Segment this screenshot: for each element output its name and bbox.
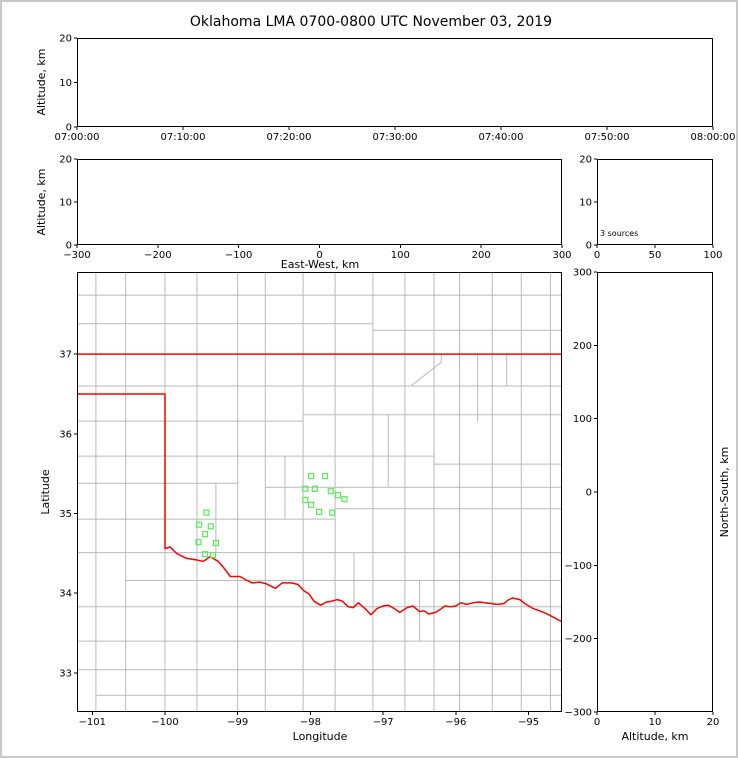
panel-frame [597, 272, 713, 712]
panel-frame [597, 159, 713, 245]
lma-station-marker [308, 473, 315, 480]
y-tick-label: −300 [565, 708, 592, 719]
y-tick-label: 200 [573, 341, 592, 352]
x-tick-label: −300 [63, 250, 90, 261]
x-tick-label: −101 [79, 717, 106, 728]
source-count-annotation: 3 sources [600, 229, 639, 238]
x-tick-label: 07:00:00 [55, 132, 100, 143]
time-panel-y-axis-label: Altitude, km [35, 48, 48, 116]
x-tick-label: 0 [594, 717, 600, 728]
lma-station-marker [209, 551, 217, 559]
lma-station-marker [195, 539, 202, 546]
y-tick-label: −100 [565, 561, 592, 572]
y-tick-label: 20 [579, 155, 592, 166]
panel-frame [77, 38, 713, 127]
y-tick-label: 0 [586, 241, 592, 252]
lma-station-marker [334, 492, 342, 499]
x-tick-label: −99 [227, 717, 248, 728]
lma-station-marker [341, 496, 348, 503]
lma-station-marker [196, 521, 203, 528]
y-tick-label: 0 [66, 241, 72, 252]
x-tick-label: 100 [391, 250, 410, 261]
ns-panel-y-axis-label: North-South, km [718, 446, 731, 538]
plot-title: Oklahoma LMA 0700-0800 UTC November 03, … [189, 14, 553, 30]
x-tick-label: 200 [472, 250, 491, 261]
x-tick-label: 07:30:00 [373, 132, 418, 143]
lma-station-marker [201, 531, 209, 538]
y-tick-label: 35 [59, 509, 72, 520]
lma-station-marker [308, 501, 315, 508]
x-tick-label: 300 [552, 250, 571, 261]
y-tick-label: 20 [59, 155, 72, 166]
x-tick-label: −98 [300, 717, 321, 728]
lma-station-marker [321, 473, 329, 480]
lma-station-marker [302, 485, 309, 492]
y-tick-label: 300 [573, 268, 592, 279]
ew-panel-y-axis-label: Altitude, km [35, 168, 48, 236]
y-tick-label: 36 [59, 429, 72, 440]
map-layer [77, 272, 562, 712]
y-tick-label: 0 [66, 123, 72, 134]
lma-station-marker [212, 539, 219, 547]
panel-frame [77, 159, 562, 245]
y-tick-label: 20 [59, 34, 72, 45]
x-tick-label: −100 [225, 250, 252, 261]
x-tick-label: 07:10:00 [161, 132, 206, 143]
ew-panel-x-axis-label: East-West, km [280, 258, 360, 271]
panel-frame [77, 272, 562, 712]
county-border-line [410, 354, 442, 387]
x-tick-label: −96 [445, 717, 466, 728]
x-tick-label: −100 [151, 717, 178, 728]
lma-station-marker [201, 551, 209, 558]
x-tick-label: −95 [518, 717, 539, 728]
state-border-line [77, 393, 562, 623]
y-tick-label: −200 [565, 634, 592, 645]
y-tick-label: 10 [579, 198, 592, 209]
y-tick-label: 100 [573, 414, 592, 425]
lma-station-marker [311, 485, 318, 492]
x-tick-label: 08:00:00 [691, 132, 736, 143]
x-tick-label: 20 [707, 717, 720, 728]
plan-panel-y-axis-label: Latitude [39, 469, 52, 515]
y-tick-label: 33 [59, 668, 72, 679]
y-tick-label: 37 [59, 350, 72, 361]
lma-station-marker [316, 508, 323, 515]
x-tick-label: 0 [316, 250, 322, 261]
y-tick-label: 10 [59, 198, 72, 209]
lma-station-marker [302, 496, 309, 504]
x-tick-label: −200 [144, 250, 171, 261]
x-tick-label: 07:50:00 [585, 132, 630, 143]
x-tick-label: 10 [649, 717, 662, 728]
lma-station-marker [329, 509, 336, 516]
x-tick-label: 0 [594, 250, 600, 261]
lma-station-marker [207, 523, 214, 530]
y-tick-label: 34 [59, 589, 72, 600]
y-tick-label: 10 [59, 78, 72, 89]
lma-station-marker [327, 488, 334, 495]
x-tick-label: 07:40:00 [479, 132, 524, 143]
lma-station-marker [203, 509, 210, 516]
plan-panel-x-axis-label: Longitude [292, 730, 348, 743]
ns-panel-x-axis-label: Altitude, km [621, 730, 689, 743]
x-tick-label: −97 [373, 717, 394, 728]
x-tick-label: 07:20:00 [267, 132, 312, 143]
y-tick-label: 0 [586, 488, 592, 499]
x-tick-label: 50 [649, 250, 662, 261]
x-tick-label: 100 [703, 250, 722, 261]
